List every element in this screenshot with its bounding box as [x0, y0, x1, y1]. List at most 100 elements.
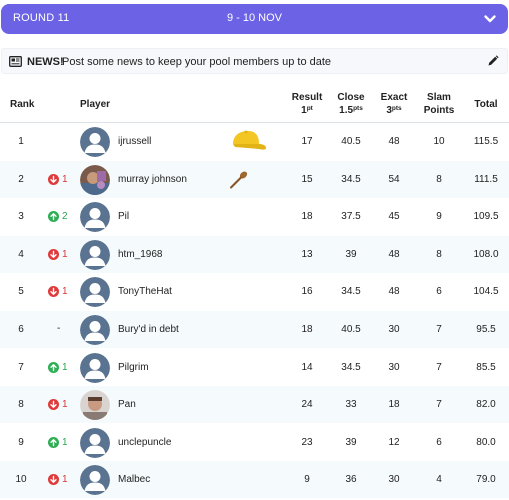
result-points: 14 — [301, 361, 313, 373]
slam-points: 8 — [436, 173, 442, 185]
rank-change-value: 1 — [62, 173, 68, 185]
chevron-down-icon[interactable] — [483, 12, 497, 26]
column-close: Close 1.5pts — [337, 92, 365, 116]
close-points: 34.5 — [341, 286, 361, 298]
exact-points: 48 — [388, 286, 400, 298]
exact-points: 30 — [388, 324, 400, 335]
exact-points: 48 — [388, 248, 400, 260]
close-points: 36 — [345, 474, 357, 486]
avatar[interactable] — [80, 427, 110, 458]
player-name[interactable]: Pil — [118, 211, 130, 223]
player-name[interactable]: ijrussell — [118, 136, 152, 147]
table-row[interactable]: 7 1 Pilgrim 14 34.5 30 7 85.5 — [0, 349, 509, 386]
close-points: 37.5 — [341, 211, 361, 223]
column-rank: Rank — [10, 99, 35, 110]
player-name[interactable]: Pilgrim — [118, 361, 149, 373]
round-selector[interactable]: ROUND 11 9 - 10 NOV — [1, 4, 508, 34]
table-row[interactable]: 1 ijrussell 17 40.5 48 10 115.5 — [0, 123, 509, 160]
avatar[interactable] — [80, 465, 110, 496]
cap-icon — [229, 130, 267, 159]
avatar[interactable] — [80, 164, 110, 195]
rank-change-value: 1 — [62, 474, 68, 486]
slam-points: 7 — [436, 361, 442, 373]
arrow-down-icon — [48, 248, 59, 260]
close-points: 34.5 — [341, 173, 361, 185]
table-row[interactable]: 3 2 Pil 18 37.5 45 9 109.5 — [0, 198, 509, 235]
result-points: 13 — [301, 248, 313, 260]
total-points: 95.5 — [476, 324, 496, 335]
newspaper-icon — [9, 56, 22, 67]
close-points: 39 — [345, 436, 357, 448]
rank-change: 1 — [48, 173, 68, 185]
table-row[interactable]: 9 1 unclepuncle 23 39 12 6 80.0 — [0, 424, 509, 461]
exact-points: 12 — [388, 436, 400, 448]
rank-change-value: 1 — [62, 248, 68, 260]
avatar[interactable] — [80, 352, 110, 383]
exact-points: 54 — [388, 173, 400, 185]
result-points: 23 — [301, 436, 313, 448]
player-name[interactable]: TonyTheHat — [118, 286, 172, 298]
pencil-icon[interactable] — [487, 55, 499, 67]
exact-points: 18 — [388, 399, 400, 411]
slam-points: 7 — [436, 324, 442, 335]
rank-value: 3 — [18, 211, 24, 223]
rank-value: 9 — [18, 436, 24, 448]
exact-points: 30 — [388, 361, 400, 373]
result-points: 17 — [301, 136, 313, 147]
slam-points: 8 — [436, 248, 442, 260]
news-banner: NEWS! Post some news to keep your pool m… — [1, 48, 508, 74]
avatar[interactable] — [80, 315, 110, 345]
slam-points: 4 — [436, 474, 442, 486]
slam-points: 7 — [436, 399, 442, 411]
total-points: 82.0 — [476, 399, 496, 411]
news-text: Post some news to keep your pool members… — [62, 56, 332, 68]
table-row[interactable]: 2 1 murray johnson 15 34.5 54 8 111.5 — [0, 160, 509, 198]
avatar[interactable] — [80, 390, 110, 421]
rank-change: 1 — [48, 474, 68, 486]
column-exact: Exact 3pts — [380, 92, 408, 116]
rank-change-value: 1 — [62, 399, 68, 411]
avatar[interactable] — [80, 202, 110, 233]
header-divider — [0, 122, 509, 123]
table-row[interactable]: 4 1 htm_1968 13 39 48 8 108.0 — [0, 235, 509, 273]
rank-value: 4 — [18, 248, 24, 260]
round-dates: 9 - 10 NOV — [226, 12, 283, 24]
total-points: 85.5 — [476, 361, 496, 373]
avatar[interactable] — [80, 127, 110, 157]
wooden-spoon-icon — [229, 170, 249, 195]
arrow-down-icon — [48, 474, 59, 486]
rank-change-value: 1 — [62, 436, 68, 448]
exact-points: 30 — [388, 474, 400, 486]
total-points: 109.5 — [473, 211, 499, 223]
rank-change: 1 — [48, 361, 68, 373]
total-points: 111.5 — [474, 173, 498, 185]
rank-change: 1 — [48, 286, 68, 298]
news-title: NEWS! — [27, 56, 64, 68]
player-name[interactable]: unclepuncle — [118, 436, 172, 448]
rank-value: 1 — [18, 136, 24, 147]
player-name[interactable]: Bury'd in debt — [118, 324, 179, 335]
table-row[interactable]: 6 - Bury'd in debt 18 40.5 30 7 95.5 — [0, 311, 509, 348]
player-name[interactable]: Pan — [118, 399, 136, 411]
result-points: 15 — [301, 173, 313, 185]
player-name[interactable]: murray johnson — [118, 173, 187, 185]
result-points: 16 — [301, 286, 313, 298]
rank-change: 1 — [48, 399, 68, 411]
table-row[interactable]: 8 1 Pan 24 33 18 7 82.0 — [0, 386, 509, 424]
column-slam-points: Slam Points — [423, 92, 455, 116]
slam-points: 6 — [436, 436, 442, 448]
avatar[interactable] — [80, 239, 110, 270]
table-row[interactable]: 5 1 TonyTheHat 16 34.5 48 6 104.5 — [0, 273, 509, 310]
player-name[interactable]: Malbec — [118, 474, 151, 486]
rank-value: 10 — [15, 474, 27, 486]
arrow-up-icon — [48, 436, 59, 448]
rank-change-value: - — [57, 323, 61, 334]
table-row[interactable]: 10 1 Malbec 9 36 30 4 79.0 — [0, 461, 509, 499]
result-points: 18 — [301, 324, 313, 335]
close-points: 33 — [345, 399, 357, 411]
total-points: 80.0 — [476, 436, 496, 448]
rank-change: 1 — [48, 436, 68, 448]
player-name[interactable]: htm_1968 — [118, 248, 163, 260]
result-points: 9 — [304, 474, 310, 486]
avatar[interactable] — [80, 277, 110, 308]
